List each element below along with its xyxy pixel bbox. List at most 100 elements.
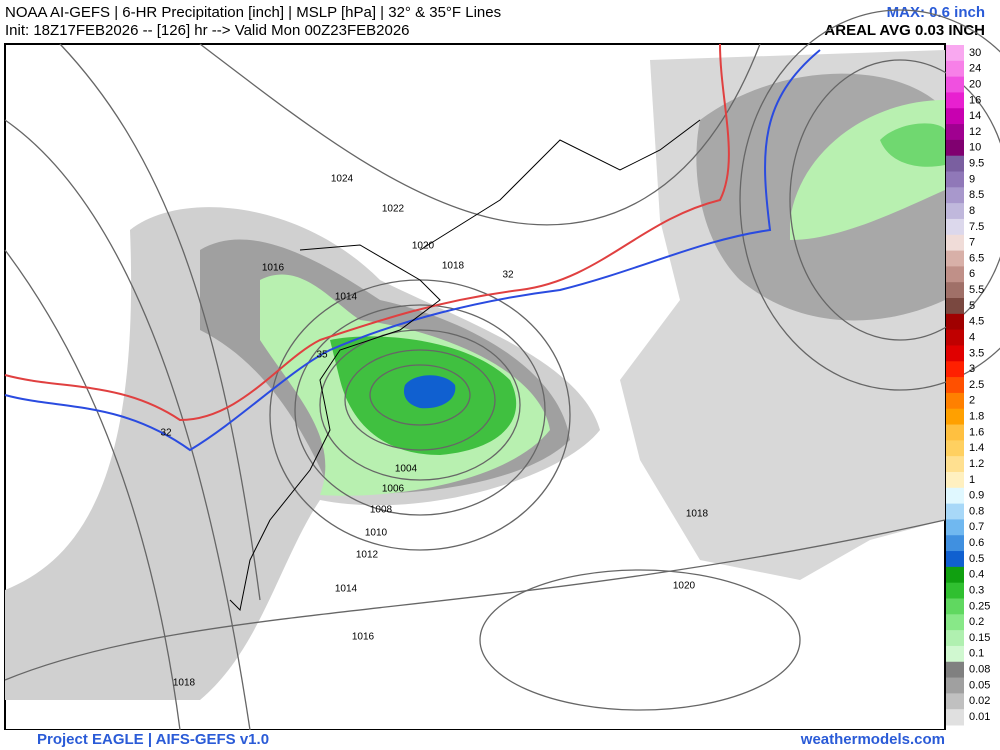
- colorbar-label: 9.5: [969, 158, 984, 170]
- colorbar-swatch: [946, 139, 964, 157]
- colorbar-swatch: [946, 234, 964, 252]
- colorbar-swatch: [946, 313, 964, 331]
- colorbar-label: 7: [969, 237, 975, 249]
- colorbar-swatch: [946, 124, 964, 141]
- colorbar-label: 0.3: [969, 584, 984, 596]
- isobar-label: 1012: [356, 550, 379, 561]
- colorbar-label: 0.2: [969, 616, 984, 628]
- isobar-label: 1018: [686, 509, 709, 520]
- colorbar-swatch: [946, 108, 964, 125]
- colorbar-swatch: [946, 298, 964, 315]
- colorbar-label: 0.4: [969, 569, 984, 581]
- colorbar-label: 14: [969, 110, 981, 122]
- colorbar-swatch: [946, 456, 964, 473]
- colorbar-label: 24: [969, 63, 981, 75]
- colorbar-swatch: [946, 377, 964, 394]
- colorbar-label: 5: [969, 300, 975, 312]
- colorbar-label: 1: [969, 474, 975, 486]
- colorbar-swatch: [946, 630, 964, 647]
- colorbar-swatch: [946, 645, 964, 663]
- isobar-label: 32: [502, 270, 514, 281]
- colorbar-swatch: [946, 677, 964, 694]
- init: Init: 18Z17FEB2026 -- [126] hr --> Valid…: [5, 22, 410, 39]
- isobar-label: 1018: [173, 678, 196, 689]
- 32f-line: [4, 49, 821, 452]
- colorbar-swatch: [946, 392, 964, 410]
- footer-left: Project EAGLE | AIFS-GEFS v1.0: [37, 731, 270, 748]
- isobar-label: 1016: [352, 632, 375, 643]
- isobar-label: 35: [316, 350, 328, 361]
- areal-avg: AREAL AVG 0.03 INCH: [824, 22, 985, 39]
- footer-right: weathermodels.com: [800, 731, 945, 748]
- colorbar-label: 0.1: [969, 648, 984, 660]
- colorbar-label: 20: [969, 78, 981, 90]
- colorbar-label: 4: [969, 331, 975, 343]
- colorbar: 302420161412109.598.587.576.565.554.543.…: [946, 45, 990, 726]
- colorbar-label: 6: [969, 268, 975, 280]
- colorbar-label: 0.5: [969, 553, 984, 565]
- colorbar-swatch: [946, 582, 964, 599]
- isobar-label: 32: [160, 428, 172, 439]
- colorbar-swatch: [946, 329, 964, 346]
- colorbar-label: 0.01: [969, 711, 990, 723]
- colorbar-swatch: [946, 76, 964, 93]
- colorbar-label: 8: [969, 205, 975, 217]
- colorbar-label: 3.5: [969, 347, 984, 359]
- isobar-label: 1016: [262, 263, 285, 274]
- colorbar-swatch: [946, 155, 964, 173]
- colorbar-swatch: [946, 598, 964, 615]
- coastline: [229, 119, 701, 612]
- colorbar-swatch: [946, 535, 964, 552]
- 35f-line: [4, 43, 730, 422]
- colorbar-swatch: [946, 266, 964, 283]
- colorbar-swatch: [946, 250, 964, 267]
- isobar-label: 1022: [382, 204, 405, 215]
- colorbar-label: 0.05: [969, 679, 990, 691]
- colorbar-swatch: [946, 614, 964, 631]
- colorbar-label: 0.7: [969, 521, 984, 533]
- isobar-label: 1006: [382, 484, 405, 495]
- colorbar-label: 0.9: [969, 490, 984, 502]
- colorbar-label: 30: [969, 47, 981, 59]
- colorbar-swatch: [946, 92, 964, 109]
- isobar-label: 1010: [365, 528, 388, 539]
- colorbar-label: 5.5: [969, 284, 984, 296]
- colorbar-label: 0.8: [969, 505, 984, 517]
- colorbar-swatch: [946, 60, 964, 78]
- colorbar-label: 12: [969, 126, 981, 138]
- colorbar-swatch: [946, 566, 964, 584]
- colorbar-label: 0.15: [969, 632, 990, 644]
- colorbar-label: 16: [969, 94, 981, 106]
- colorbar-swatch: [946, 187, 964, 204]
- colorbar-swatch: [946, 551, 964, 568]
- colorbar-label: 1.4: [969, 442, 984, 454]
- isobar-label: 1014: [335, 584, 358, 595]
- isobar-label: 1020: [673, 581, 696, 592]
- isobar-labels: 1024 1022 1020 1018 32 1016 1014 35 32 1004 1006 10…: [160, 174, 708, 689]
- colorbar-swatch: [946, 503, 964, 520]
- colorbar-label: 0.6: [969, 537, 984, 549]
- colorbar-label: 1.6: [969, 426, 984, 438]
- colorbar-label: 1.2: [969, 458, 984, 470]
- isobar-label: 1008: [370, 505, 393, 516]
- colorbar-swatch: [946, 408, 964, 426]
- precip-shading: [5, 50, 945, 700]
- title: NOAA AI-GEFS | 6-HR Precipitation [inch]…: [5, 4, 502, 21]
- colorbar-label: 3: [969, 363, 975, 375]
- colorbar-label: 0.08: [969, 664, 990, 676]
- colorbar-swatch: [946, 345, 964, 362]
- colorbar-swatch: [946, 45, 964, 62]
- colorbar-swatch: [946, 661, 964, 679]
- colorbar-swatch: [946, 471, 964, 489]
- colorbar-swatch: [946, 203, 964, 220]
- isobar-label: 1004: [395, 464, 418, 475]
- isobar-label: 1024: [331, 174, 354, 185]
- colorbar-swatch: [946, 361, 964, 378]
- colorbar-swatch: [946, 282, 964, 299]
- max: MAX: 0.6 inch: [886, 4, 985, 21]
- colorbar-label: 6.5: [969, 252, 984, 264]
- colorbar-label: 9: [969, 173, 975, 185]
- colorbar-label: 7.5: [969, 221, 984, 233]
- map: 1024102210201018321016101435321004100610…: [4, 9, 1000, 730]
